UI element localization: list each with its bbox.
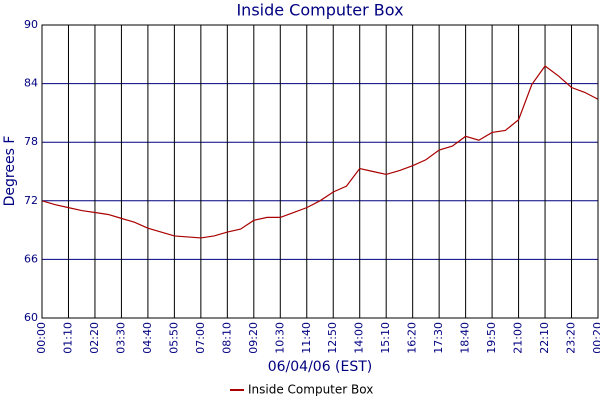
- legend-label: Inside Computer Box: [248, 383, 373, 397]
- line-series: [41, 65, 599, 239]
- y-tick-label: 72: [24, 194, 38, 207]
- y-tick-label: 60: [24, 311, 38, 324]
- x-tick-label: 08:10: [220, 322, 233, 354]
- y-tick-label: 84: [24, 77, 38, 90]
- y-tick-label: 90: [24, 18, 38, 31]
- x-tick-label: 12:50: [326, 322, 339, 354]
- grid: [41, 24, 599, 319]
- x-tick-label: 05:50: [167, 322, 180, 354]
- y-tick-label: 66: [24, 252, 38, 265]
- x-tick-label: 14:00: [353, 322, 366, 354]
- x-tick-label: 15:10: [379, 322, 392, 354]
- plot-border: [41, 24, 599, 319]
- y-tick-label: 78: [24, 135, 38, 148]
- x-tick-label: 04:40: [141, 322, 154, 354]
- x-tick-label: 17:30: [432, 322, 445, 354]
- x-tick-label: 03:30: [114, 322, 127, 354]
- plot: [41, 65, 599, 239]
- x-tick-label: 01:10: [61, 322, 74, 354]
- x-tick-label: 11:40: [300, 322, 313, 354]
- y-axis-label: Degrees F: [2, 136, 18, 207]
- x-tick-label: 10:30: [273, 322, 286, 354]
- x-tick-label: 00:20: [591, 322, 600, 354]
- x-tick-label: 19:50: [485, 322, 498, 354]
- x-tick-label: 22:10: [538, 322, 551, 354]
- x-tick-label: 23:20: [565, 322, 578, 354]
- x-tick-label: 18:40: [459, 322, 472, 354]
- x-axis-label: 06/04/06 (EST): [268, 359, 373, 375]
- chart-title: Inside Computer Box: [236, 1, 403, 20]
- x-tick-label: 02:20: [88, 322, 101, 354]
- x-tick-label: 16:20: [406, 322, 419, 354]
- x-tick-label: 09:20: [247, 322, 260, 354]
- x-tick-label: 07:00: [194, 322, 207, 354]
- x-tick-label: 21:00: [512, 322, 525, 354]
- x-tick-label: 00:00: [35, 322, 48, 354]
